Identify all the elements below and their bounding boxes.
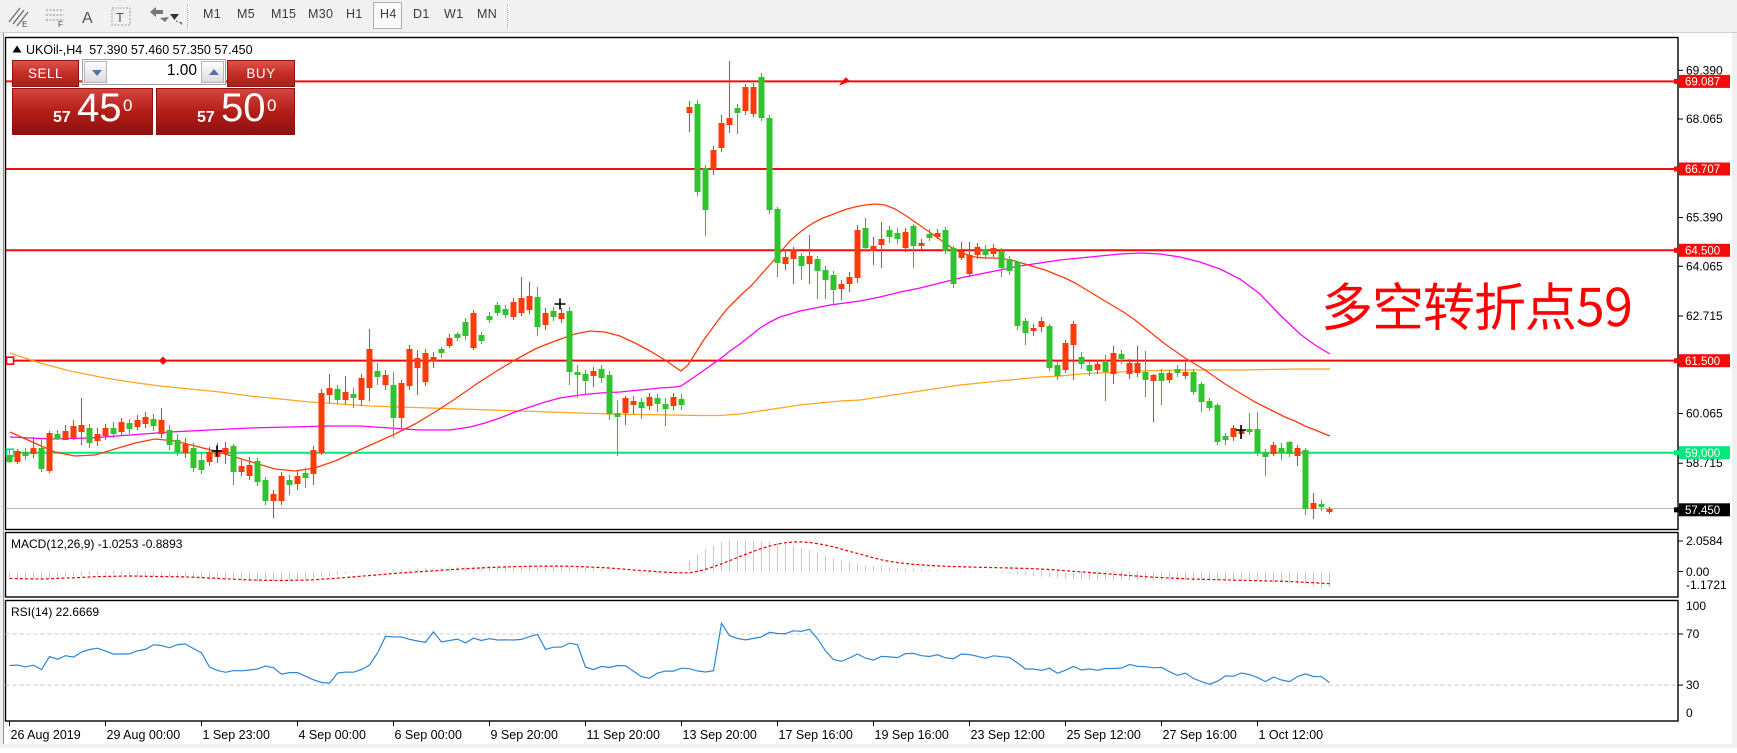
svg-text:17 Sep 16:00: 17 Sep 16:00 — [779, 728, 853, 742]
svg-text:UKOil-,H4 57.390 57.460 57.35: UKOil-,H4 57.390 57.460 57.350 57.450 — [26, 43, 253, 57]
svg-text:1 Oct 12:00: 1 Oct 12:00 — [1259, 728, 1324, 742]
svg-text:4 Sep 00:00: 4 Sep 00:00 — [299, 728, 366, 742]
svg-text:27 Sep 16:00: 27 Sep 16:00 — [1163, 728, 1237, 742]
svg-text:6 Sep 00:00: 6 Sep 00:00 — [395, 728, 462, 742]
svg-text:1 Sep 23:00: 1 Sep 23:00 — [203, 728, 270, 742]
svg-text:0.00: 0.00 — [1686, 565, 1710, 579]
svg-text:70: 70 — [1686, 627, 1700, 641]
svg-text:E: E — [22, 20, 27, 29]
svg-text:19 Sep 16:00: 19 Sep 16:00 — [875, 728, 949, 742]
svg-text:57.450: 57.450 — [1685, 505, 1720, 517]
svg-text:RSI(14) 22.6669: RSI(14) 22.6669 — [11, 605, 99, 619]
svg-text:A: A — [82, 10, 93, 27]
svg-text:68.065: 68.065 — [1686, 112, 1723, 126]
svg-text:64.065: 64.065 — [1686, 259, 1723, 273]
svg-text:0: 0 — [1686, 706, 1693, 720]
svg-text:59.000: 59.000 — [1685, 448, 1720, 460]
svg-text:F: F — [58, 20, 63, 29]
svg-text:60.065: 60.065 — [1686, 407, 1723, 421]
svg-text:13 Sep 20:00: 13 Sep 20:00 — [683, 728, 757, 742]
svg-text:MACD(12,26,9) -1.0253 -0.8893: MACD(12,26,9) -1.0253 -0.8893 — [11, 537, 183, 551]
svg-text:-1.1721: -1.1721 — [1686, 578, 1727, 592]
svg-text:69.390: 69.390 — [1686, 63, 1723, 77]
svg-text:61.500: 61.500 — [1685, 356, 1720, 368]
svg-text:9 Sep 20:00: 9 Sep 20:00 — [491, 728, 558, 742]
svg-text:65.390: 65.390 — [1686, 211, 1723, 225]
svg-text:26 Aug 2019: 26 Aug 2019 — [11, 728, 81, 742]
svg-text:58.715: 58.715 — [1686, 456, 1723, 470]
svg-text:66.707: 66.707 — [1685, 164, 1720, 176]
svg-text:30: 30 — [1686, 678, 1700, 692]
svg-text:11 Sep 20:00: 11 Sep 20:00 — [587, 728, 660, 742]
svg-text:29 Aug 00:00: 29 Aug 00:00 — [107, 728, 181, 742]
svg-text:T: T — [116, 10, 124, 25]
svg-text:62.715: 62.715 — [1686, 309, 1723, 323]
svg-text:23 Sep 12:00: 23 Sep 12:00 — [971, 728, 1045, 742]
svg-text:64.500: 64.500 — [1685, 246, 1720, 258]
svg-text:2.0584: 2.0584 — [1686, 534, 1723, 548]
svg-text:100: 100 — [1686, 599, 1706, 613]
svg-text:25 Sep 12:00: 25 Sep 12:00 — [1067, 728, 1141, 742]
svg-text:69.087: 69.087 — [1685, 77, 1720, 89]
